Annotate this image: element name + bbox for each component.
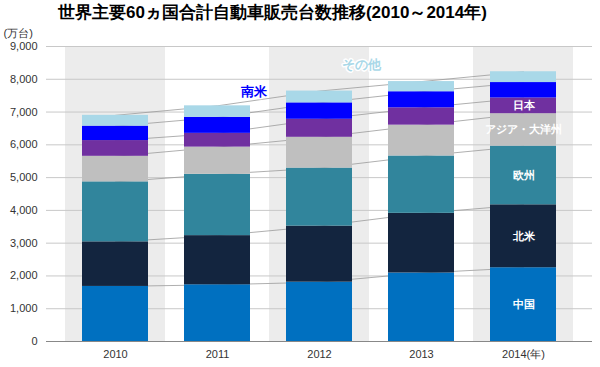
- svg-text:日本: 日本: [513, 99, 536, 111]
- svg-text:5,000: 5,000: [10, 171, 38, 183]
- html-text:世界主要60ヵ国合計自動車販売台数推移(2010～2014年: 世界主要60ヵ国合計自動車販売台数推移(2010～2014年): [58, 3, 487, 22]
- svg-text:2011: 2011: [206, 348, 230, 360]
- svg-text:2010: 2010: [103, 348, 127, 360]
- svg-text:6,000: 6,000: [10, 138, 38, 150]
- svg-text:アジア・大洋州: アジア・大洋州: [485, 123, 562, 135]
- svg-text:北米: 北米: [512, 230, 536, 242]
- svg-text:1,000: 1,000: [10, 302, 38, 314]
- svg-text:3,000: 3,000: [10, 237, 38, 249]
- svg-text:2,000: 2,000: [10, 269, 38, 281]
- svg-text:その他: その他: [342, 57, 382, 72]
- svg-text:4,000: 4,000: [10, 204, 38, 216]
- svg-text:9,000: 9,000: [10, 40, 38, 52]
- svg-text:2014(年): 2014(年): [502, 348, 545, 360]
- svg-text:7,000: 7,000: [10, 106, 38, 118]
- svg-text:南米: 南米: [240, 84, 268, 99]
- svg-text:(万台): (万台): [4, 27, 33, 39]
- svg-text:2012: 2012: [307, 348, 331, 360]
- svg-text:欧州: 欧州: [513, 169, 535, 181]
- svg-text:0: 0: [31, 335, 37, 347]
- svg-text:2013: 2013: [409, 348, 433, 360]
- svg-text:8,000: 8,000: [10, 73, 38, 85]
- svg-text:中国: 中国: [513, 298, 535, 310]
